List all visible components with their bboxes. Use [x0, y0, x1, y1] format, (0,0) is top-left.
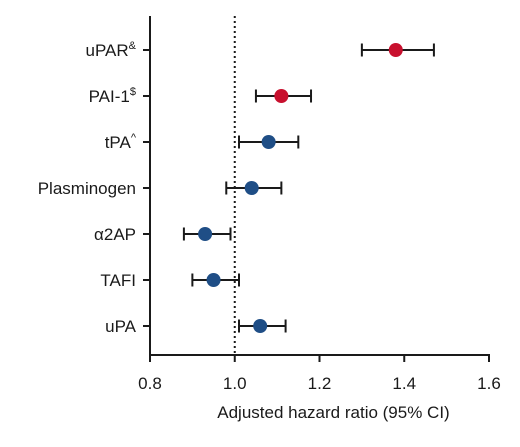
category-label: Plasminogen [38, 179, 136, 198]
category-label: TAFI [100, 271, 136, 290]
x-tick-label: 1.4 [392, 374, 416, 393]
category-label: uPAR& [86, 40, 137, 60]
x-tick-label: 1.2 [308, 374, 332, 393]
x-axis-title: Adjusted hazard ratio (95% CI) [217, 403, 449, 422]
category-label-superscript: $ [130, 86, 136, 98]
category-label-text: Plasminogen [38, 179, 136, 198]
point-estimate [388, 43, 403, 57]
category-label-text: α2AP [94, 225, 136, 244]
category-label: PAI-1$ [89, 86, 136, 106]
point-estimate [198, 227, 213, 241]
category-label-superscript: & [129, 40, 137, 52]
category-label-text: PAI-1 [89, 87, 130, 106]
point-estimate [274, 89, 289, 103]
category-label: tPA^ [105, 132, 137, 152]
category-label-text: uPAR [86, 41, 129, 60]
point-estimate [206, 273, 221, 287]
x-tick-label: 0.8 [138, 374, 162, 393]
x-tick-label: 1.6 [477, 374, 501, 393]
category-label: uPA [105, 317, 137, 336]
category-label-text: TAFI [100, 271, 136, 290]
point-estimate [244, 181, 259, 195]
point-estimate [253, 319, 268, 333]
category-label-text: tPA [105, 133, 132, 152]
category-label-text: uPA [105, 317, 137, 336]
x-tick-label: 1.0 [223, 374, 247, 393]
category-label: α2AP [94, 225, 136, 244]
point-estimate [261, 135, 276, 149]
category-label-superscript: ^ [131, 132, 137, 144]
